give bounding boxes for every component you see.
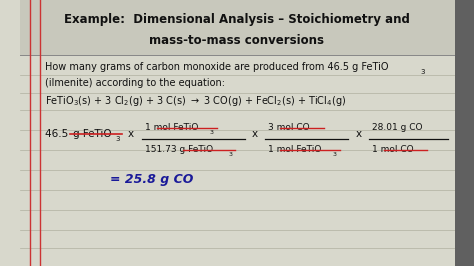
Text: 3: 3 bbox=[115, 136, 119, 142]
Text: x: x bbox=[128, 129, 134, 139]
Text: 3: 3 bbox=[420, 69, 425, 75]
Text: FeTiO$_3$(s) + 3 Cl$_2$(g) + 3 C(s) $\rightarrow$ 3 CO(g) + FeCl$_2$(s) + TiCl$_: FeTiO$_3$(s) + 3 Cl$_2$(g) + 3 C(s) $\ri… bbox=[45, 94, 346, 108]
Text: = 25.8 g CO: = 25.8 g CO bbox=[110, 173, 193, 186]
Text: 1 mol CO: 1 mol CO bbox=[372, 146, 414, 155]
Text: x: x bbox=[356, 129, 362, 139]
Text: g FeTiO: g FeTiO bbox=[73, 129, 111, 139]
Text: mass-to-mass conversions: mass-to-mass conversions bbox=[149, 34, 325, 47]
Text: 1 mol FeTiO: 1 mol FeTiO bbox=[145, 123, 199, 132]
Text: 3: 3 bbox=[229, 152, 233, 157]
Text: 3: 3 bbox=[333, 152, 337, 157]
Text: Example:  Dimensional Analysis – Stoichiometry and: Example: Dimensional Analysis – Stoichio… bbox=[64, 14, 410, 27]
Text: 3 mol CO: 3 mol CO bbox=[268, 123, 310, 132]
Text: 28.01 g CO: 28.01 g CO bbox=[372, 123, 422, 132]
Bar bbox=[455, 0, 474, 266]
Text: 1 mol FeTiO: 1 mol FeTiO bbox=[268, 146, 321, 155]
Text: 151.73 g FeTiO: 151.73 g FeTiO bbox=[145, 146, 213, 155]
Text: (ilmenite) according to the equation:: (ilmenite) according to the equation: bbox=[45, 78, 225, 88]
Text: 3: 3 bbox=[210, 131, 214, 135]
Bar bbox=[20, 0, 455, 55]
Text: How many grams of carbon monoxide are produced from 46.5 g FeTiO: How many grams of carbon monoxide are pr… bbox=[45, 62, 389, 72]
Text: x: x bbox=[252, 129, 258, 139]
Text: 46.5: 46.5 bbox=[45, 129, 72, 139]
